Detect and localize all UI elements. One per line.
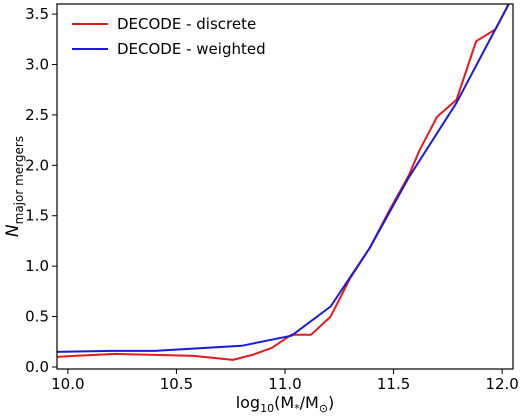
series-line-discrete bbox=[57, 4, 510, 361]
y-tick-label: 1.5 bbox=[25, 207, 49, 225]
y-tick-label: 1.0 bbox=[25, 257, 49, 275]
x-tick-label: 10.0 bbox=[51, 375, 84, 393]
y-tick-label: 3.5 bbox=[25, 5, 49, 23]
legend: DECODE - discrete DECODE - weighted bbox=[72, 15, 266, 58]
series-layer bbox=[57, 4, 510, 361]
series-line-weighted bbox=[57, 4, 510, 353]
y-tick-label: 2.0 bbox=[25, 156, 49, 174]
x-axis-label: log10(M*/M⊙) bbox=[236, 393, 335, 415]
y-tick-label: 2.5 bbox=[25, 106, 49, 124]
plot-frame bbox=[56, 3, 514, 370]
y-tick-label: 0.0 bbox=[25, 358, 49, 376]
x-tick-label: 12.0 bbox=[485, 375, 518, 393]
legend-label-discrete: DECODE - discrete bbox=[117, 15, 256, 33]
y-tick-label: 3.0 bbox=[25, 55, 49, 73]
y-tick-label: 0.5 bbox=[25, 308, 49, 326]
x-axis-ticks: 10.0 10.5 11.0 11.5 12.0 bbox=[51, 369, 519, 393]
x-tick-label: 10.5 bbox=[160, 375, 193, 393]
x-tick-label: 11.0 bbox=[268, 375, 301, 393]
x-tick-label: 11.5 bbox=[377, 375, 410, 393]
y-axis-ticks: 0.0 0.5 1.0 1.5 2.0 2.5 3.0 3.5 bbox=[25, 5, 57, 376]
legend-label-weighted: DECODE - weighted bbox=[117, 40, 266, 58]
y-axis-label: Nmajor mergers bbox=[3, 136, 26, 237]
